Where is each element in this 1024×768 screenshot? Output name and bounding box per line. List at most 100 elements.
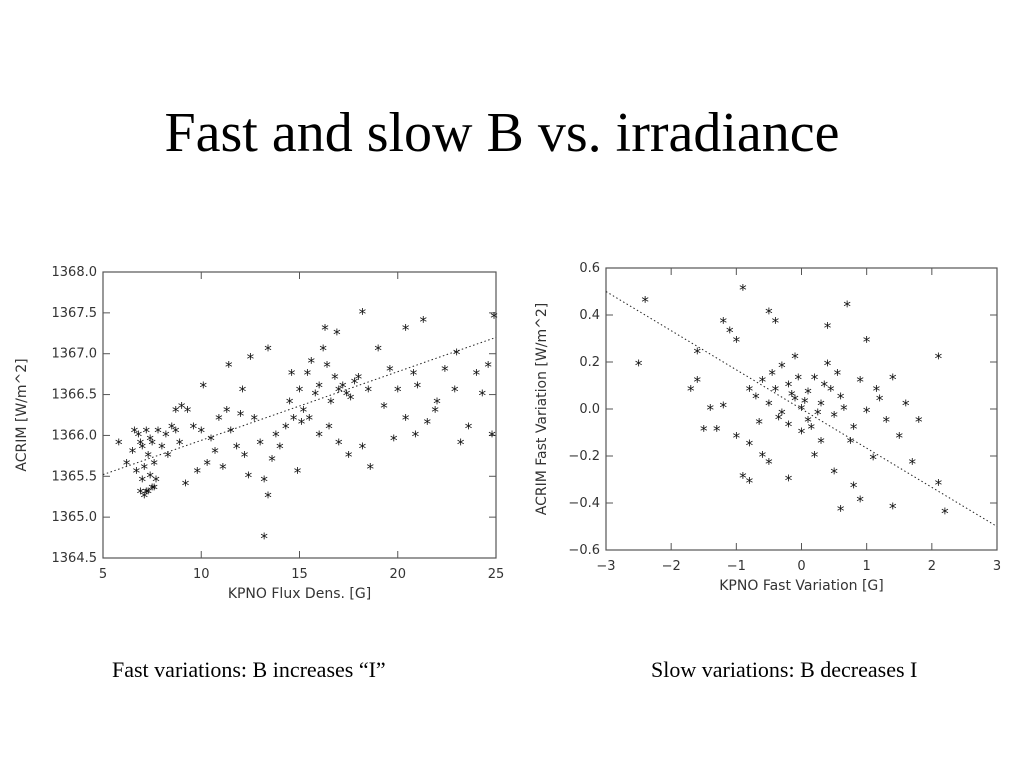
y-axis-label: ACRIM Fast Variation [W/m^2] (534, 303, 550, 515)
data-point: * (401, 321, 410, 339)
data-point: * (830, 464, 839, 482)
y-tick-label: −0.4 (568, 496, 600, 511)
caption-slow-variations: Slow variations: B decreases I (651, 657, 918, 682)
data-point: * (862, 403, 871, 421)
data-point: * (764, 305, 773, 323)
data-point: * (409, 366, 418, 384)
data-point: * (738, 469, 747, 487)
data-point: * (161, 427, 170, 445)
data-point: * (267, 452, 276, 470)
data-point: * (393, 382, 402, 400)
data-point: * (719, 314, 728, 332)
data-point: * (774, 410, 783, 428)
data-point: * (820, 378, 829, 396)
data-point: * (413, 378, 422, 396)
data-point: * (132, 464, 141, 482)
x-tick-label: 2 (928, 559, 936, 574)
data-point: * (142, 485, 151, 503)
data-point: * (240, 448, 249, 466)
data-point: * (130, 423, 139, 441)
x-tick-label: −1 (727, 559, 746, 574)
data-point: * (758, 448, 767, 466)
data-point: * (322, 358, 331, 376)
data-point: * (869, 450, 878, 468)
y-tick-label: 1365.5 (52, 469, 98, 484)
data-point: * (222, 403, 231, 421)
data-point: * (157, 440, 166, 458)
data-point: * (641, 293, 650, 311)
data-point: * (183, 403, 192, 421)
data-point: * (800, 394, 809, 412)
data-point: * (210, 444, 219, 462)
data-point: * (344, 448, 353, 466)
data-point: * (385, 362, 394, 380)
y-tick-label: −0.6 (568, 543, 600, 558)
data-point: * (693, 345, 702, 363)
data-point: * (167, 419, 176, 437)
data-point: * (856, 373, 865, 391)
data-point: * (193, 464, 202, 482)
data-point: * (181, 476, 190, 494)
data-point: * (232, 440, 241, 458)
data-point: * (289, 411, 298, 429)
y-tick-label: 1367.0 (52, 347, 98, 362)
data-point: * (379, 399, 388, 417)
data-point: * (175, 436, 184, 454)
y-tick-label: 1367.5 (52, 306, 98, 321)
data-point: * (150, 456, 159, 474)
data-point: * (725, 323, 734, 341)
data-point: * (901, 396, 910, 414)
data-point: * (154, 423, 163, 441)
data-point: * (177, 399, 186, 417)
data-point: * (450, 382, 459, 400)
data-point: * (271, 427, 280, 445)
data-point: * (330, 370, 339, 388)
data-point: * (224, 358, 233, 376)
x-tick-label: 20 (389, 567, 406, 582)
data-point: * (784, 417, 793, 435)
data-point: * (807, 420, 816, 438)
data-point: * (712, 422, 721, 440)
data-point: * (250, 411, 259, 429)
y-axis-label: ACRIM [W/m^2] (14, 358, 30, 471)
data-point: * (634, 356, 643, 374)
x-tick-label: 0 (797, 559, 805, 574)
data-point: * (334, 436, 343, 454)
data-point: * (813, 406, 822, 424)
data-point: * (358, 440, 367, 458)
data-point: * (817, 434, 826, 452)
data-point: * (146, 468, 155, 486)
data-point: * (214, 411, 223, 429)
data-point: * (849, 479, 858, 497)
data-point: * (315, 427, 324, 445)
data-point: * (138, 440, 147, 458)
data-point: * (203, 456, 212, 474)
data-point: * (856, 493, 865, 511)
data-point: * (787, 387, 796, 405)
data-point: * (150, 481, 159, 499)
x-tick-label: −3 (596, 559, 615, 574)
data-point: * (419, 313, 428, 331)
x-tick-label: 3 (993, 559, 1001, 574)
data-point: * (484, 358, 493, 376)
data-point: * (940, 504, 949, 522)
data-point: * (732, 333, 741, 351)
data-point: * (140, 460, 149, 478)
data-point: * (934, 476, 943, 494)
data-point: * (342, 387, 351, 405)
y-tick-label: 1368.0 (52, 265, 98, 280)
data-point: * (846, 434, 855, 452)
data-point: * (738, 281, 747, 299)
data-point: * (307, 354, 316, 372)
trend-line (605, 291, 998, 527)
x-tick-label: 1 (863, 559, 871, 574)
data-point: * (275, 440, 284, 458)
data-point: * (777, 406, 786, 424)
data-point: * (311, 387, 320, 405)
data-point: * (862, 333, 871, 351)
data-point: * (374, 342, 383, 360)
data-point: * (836, 389, 845, 407)
data-point: * (875, 392, 884, 410)
data-point: * (346, 391, 355, 409)
data-point: * (823, 319, 832, 337)
